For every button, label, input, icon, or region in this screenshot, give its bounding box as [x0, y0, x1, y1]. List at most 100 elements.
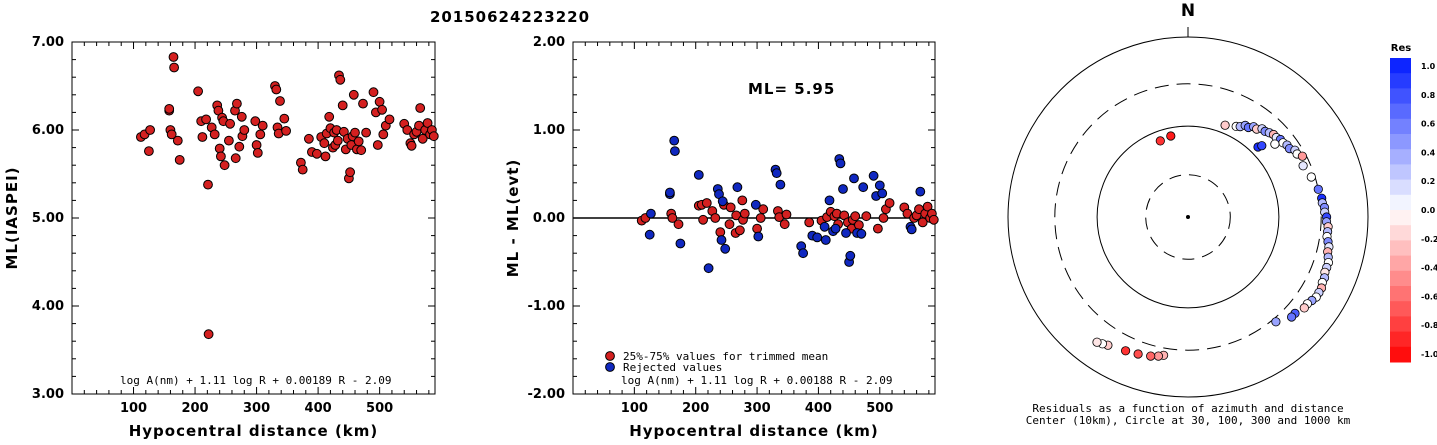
data-point: [415, 103, 426, 113]
data-point: [275, 96, 285, 106]
data-point: [255, 129, 266, 140]
colorbar-label: -0.4: [1421, 264, 1437, 273]
data-point: [320, 151, 331, 162]
data-point: [856, 228, 867, 239]
data-point: [753, 231, 764, 242]
colorbar-segment: [1390, 164, 1411, 181]
data-point: [819, 221, 830, 232]
data-point: [368, 87, 379, 98]
station-residual-point: [1153, 351, 1164, 361]
y-tick-label: 4.00: [32, 299, 64, 314]
data-point: [781, 209, 792, 220]
data-point: [915, 186, 926, 197]
data-point: [841, 228, 851, 238]
station-residual-point: [1306, 172, 1316, 182]
data-point: [804, 217, 815, 228]
data-point: [166, 129, 177, 140]
range-circle-300km: [1054, 83, 1322, 351]
colorbar-label: -1.0: [1421, 350, 1437, 359]
station-residual-point: [1220, 120, 1230, 130]
station-residual-point: [1133, 349, 1143, 359]
range-circle-30km: [1145, 174, 1231, 260]
colorbar-segment: [1390, 118, 1411, 135]
data-point: [332, 135, 343, 146]
colorbar-label: -0.6: [1421, 292, 1437, 301]
data-point: [279, 113, 290, 124]
station-residual-point: [1298, 161, 1308, 171]
y-tick-label: 3.00: [32, 387, 64, 402]
data-point: [402, 125, 413, 135]
data-point: [710, 213, 721, 223]
station-residual-point: [1155, 136, 1165, 146]
ml-vs-distance-plot: 3.00 4.00 5.00 6.00 7.00 100 200 300 400 500 Hypoc…: [3, 35, 439, 440]
x-tick-label: 300: [243, 401, 270, 416]
data-point: [145, 125, 156, 135]
data-point: [716, 235, 727, 245]
station-residual-point: [1313, 184, 1323, 194]
colorbar-segment: [1390, 286, 1411, 302]
y-axis-label: ML - ML(evt): [504, 159, 522, 277]
data-point: [771, 168, 782, 179]
x-tick-label: 100: [120, 401, 147, 416]
colorbar-label: 0.6: [1421, 120, 1436, 129]
data-point: [193, 86, 204, 97]
data-point: [720, 243, 731, 254]
colorbar-title: Res: [1391, 43, 1411, 54]
figure-title: 20150624223220: [430, 8, 590, 26]
data-point: [304, 133, 314, 144]
colorbar-label: -0.8: [1421, 321, 1437, 330]
y-tick-label: -2.00: [528, 387, 565, 402]
data-point: [219, 160, 230, 171]
data-point: [345, 167, 356, 178]
data-point: [236, 111, 247, 122]
x-axis-label: Hypocentral distance (km): [629, 422, 879, 440]
y-tick-label: 2.00: [533, 35, 565, 50]
data-point: [169, 62, 180, 73]
data-point: [250, 116, 261, 127]
ml-annotation: ML= 5.95: [748, 80, 835, 98]
y-tick-label: -1.00: [528, 299, 565, 314]
data-point: [861, 211, 872, 222]
data-point: [922, 201, 933, 212]
data-point: [234, 141, 245, 152]
data-point: [335, 74, 346, 85]
data-point: [319, 138, 330, 149]
data-point: [739, 208, 750, 219]
colorbar-segment: [1390, 331, 1411, 348]
data-point: [644, 229, 655, 240]
y-tick-label: 6.00: [32, 123, 64, 138]
station-residual-point: [1257, 141, 1267, 151]
colorbar-segment: [1390, 270, 1411, 287]
colorbar-label: 0.0: [1421, 206, 1436, 215]
data-point: [337, 100, 348, 111]
station-residual-point: [1297, 151, 1308, 161]
legend-marker: [605, 362, 615, 372]
data-point: [271, 84, 282, 95]
residual-colorbar: Res 1.0 0.8 0.6 0.4 0.2 0.0 -0.2 -0.4 -0.6 -0.8 -1.…: [1390, 43, 1437, 363]
data-point: [732, 182, 743, 193]
data-point: [798, 248, 808, 259]
data-point: [377, 104, 388, 115]
y-axis-label: ML(IASPEI): [3, 166, 21, 269]
colorbar-label: 0.8: [1421, 91, 1436, 100]
data-point: [172, 135, 183, 146]
colorbar-segment: [1390, 194, 1411, 211]
data-point: [874, 180, 885, 191]
x-tick-label: 500: [866, 401, 893, 416]
station-residual-point: [1166, 131, 1176, 141]
colorbar-segment: [1390, 103, 1411, 120]
x-tick-label: 200: [682, 401, 709, 416]
data-point: [251, 140, 262, 150]
data-point: [361, 127, 372, 138]
data-point: [374, 96, 385, 107]
data-point: [717, 196, 728, 207]
colorbar-segment: [1390, 316, 1411, 333]
data-point: [820, 235, 831, 245]
colorbar-segment: [1390, 134, 1411, 150]
data-point: [239, 125, 250, 135]
data-point: [372, 140, 383, 150]
data-point: [755, 213, 766, 223]
data-point: [348, 89, 359, 100]
